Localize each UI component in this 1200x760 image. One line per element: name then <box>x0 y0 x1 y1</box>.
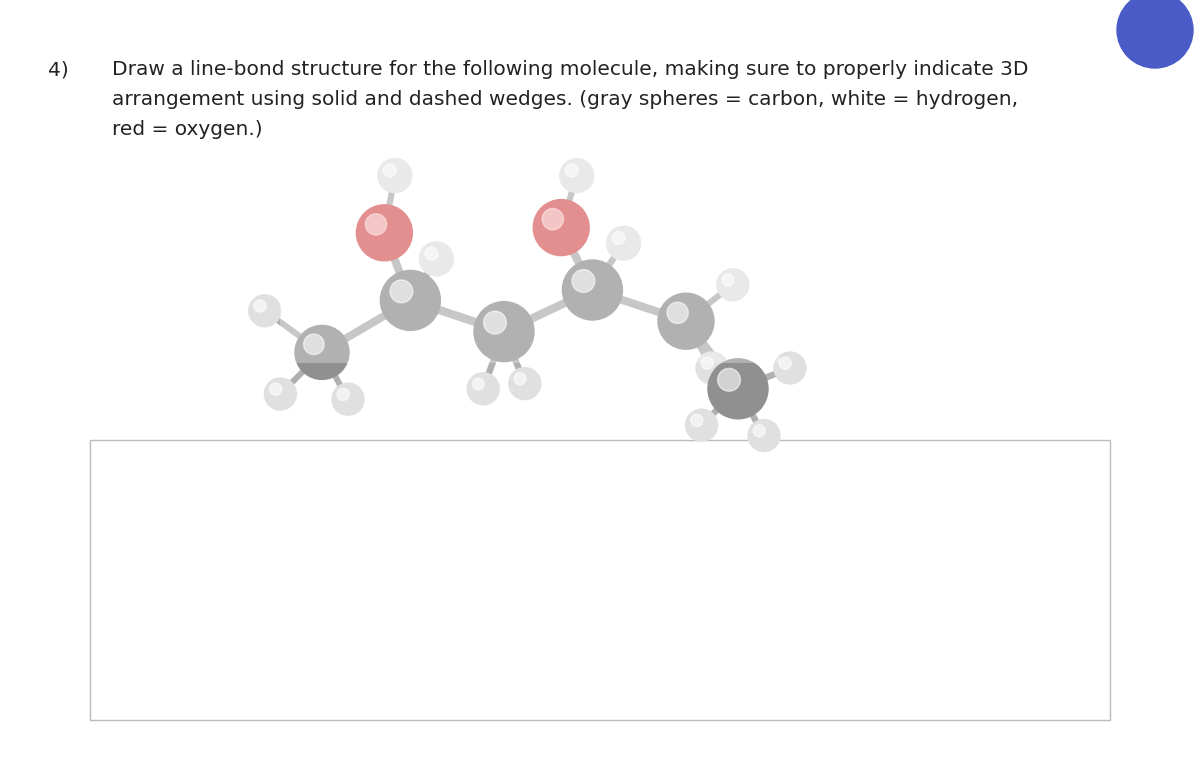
Circle shape <box>722 274 734 286</box>
Circle shape <box>514 372 526 385</box>
Circle shape <box>509 368 541 400</box>
Circle shape <box>248 295 281 327</box>
Circle shape <box>691 414 703 426</box>
Circle shape <box>542 208 564 230</box>
Circle shape <box>467 373 499 405</box>
Circle shape <box>1117 0 1193 68</box>
Circle shape <box>612 232 625 245</box>
Bar <box>90 440 1110 720</box>
Circle shape <box>304 334 324 355</box>
Text: arrangement using solid and dashed wedges. (gray spheres = carbon, white = hydro: arrangement using solid and dashed wedge… <box>112 90 1018 109</box>
Text: Draw a line-bond structure for the following molecule, making sure to properly i: Draw a line-bond structure for the follo… <box>112 60 1028 79</box>
Circle shape <box>264 378 296 410</box>
Circle shape <box>563 260 623 320</box>
Text: red = oxygen.): red = oxygen.) <box>112 120 263 139</box>
Circle shape <box>748 420 780 451</box>
Circle shape <box>658 293 714 349</box>
Circle shape <box>565 164 578 177</box>
Circle shape <box>696 352 728 384</box>
Circle shape <box>425 247 438 260</box>
Circle shape <box>473 378 485 390</box>
Circle shape <box>607 226 641 260</box>
Bar <box>281 155 780 363</box>
Circle shape <box>254 300 266 312</box>
Circle shape <box>754 425 766 437</box>
Circle shape <box>365 214 386 235</box>
Circle shape <box>533 200 589 255</box>
Circle shape <box>270 383 282 395</box>
Circle shape <box>685 409 718 442</box>
Circle shape <box>774 352 806 384</box>
Circle shape <box>718 369 740 391</box>
Circle shape <box>383 164 396 177</box>
Circle shape <box>559 159 594 192</box>
Circle shape <box>390 280 413 302</box>
Circle shape <box>378 159 412 192</box>
Circle shape <box>332 383 364 415</box>
Circle shape <box>779 357 791 369</box>
Text: 4): 4) <box>48 60 68 79</box>
Circle shape <box>572 270 595 293</box>
Circle shape <box>484 311 506 334</box>
Circle shape <box>667 302 689 324</box>
Circle shape <box>337 388 349 401</box>
Circle shape <box>295 325 349 379</box>
Circle shape <box>356 204 413 261</box>
Circle shape <box>420 242 454 276</box>
Circle shape <box>380 271 440 331</box>
Circle shape <box>708 359 768 419</box>
Circle shape <box>474 302 534 362</box>
Circle shape <box>701 357 713 369</box>
Circle shape <box>716 269 749 301</box>
